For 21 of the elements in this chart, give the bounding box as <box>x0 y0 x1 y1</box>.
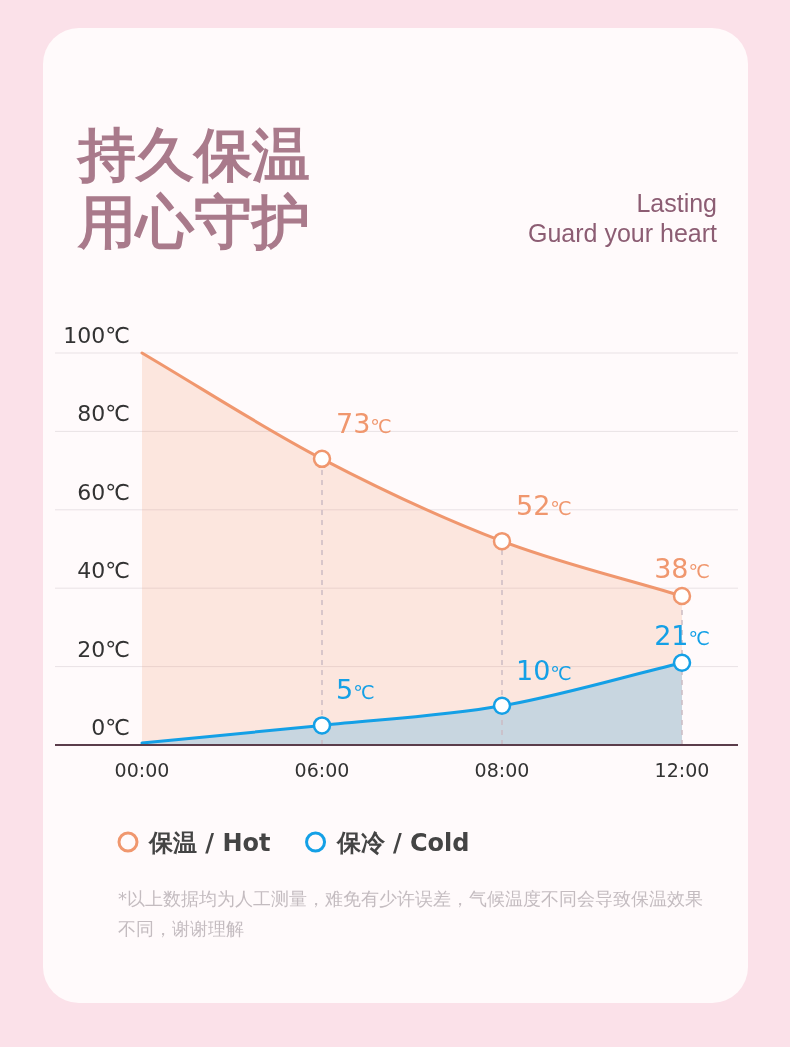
y-tick-label: 60℃ <box>77 479 130 505</box>
chart-subtitle: Lasting Guard your heart <box>528 189 718 247</box>
x-tick-label: 08:00 <box>474 759 530 781</box>
data-label: 10℃ <box>516 654 572 686</box>
x-tick-label: 12:00 <box>654 759 710 781</box>
text: *以上数据均为人工测量，难免有少许误差，气候温度不同会导致保温效果不同，谢谢理解 <box>118 887 704 941</box>
y-tick-label: 100℃ <box>63 323 130 348</box>
data-label: 21℃ <box>654 619 710 651</box>
title: 持久保温用心守护 <box>78 121 310 256</box>
y-tick-label: 80℃ <box>77 401 130 427</box>
y-tick-label: 40℃ <box>77 558 130 584</box>
data-label: 5℃ <box>336 674 375 706</box>
x-tick-label: 00:00 <box>114 759 170 781</box>
legend-label: 保温 / Hot <box>148 829 271 857</box>
y-tick-label: 0℃ <box>91 715 130 740</box>
data-label: 52℃ <box>516 490 572 522</box>
y-tick-label: 20℃ <box>77 636 130 662</box>
legend-label: 保冷 / Cold <box>335 829 470 857</box>
data-label: 73℃ <box>336 407 392 439</box>
data-label: 38℃ <box>654 553 710 585</box>
x-tick-label: 06:00 <box>294 759 350 781</box>
